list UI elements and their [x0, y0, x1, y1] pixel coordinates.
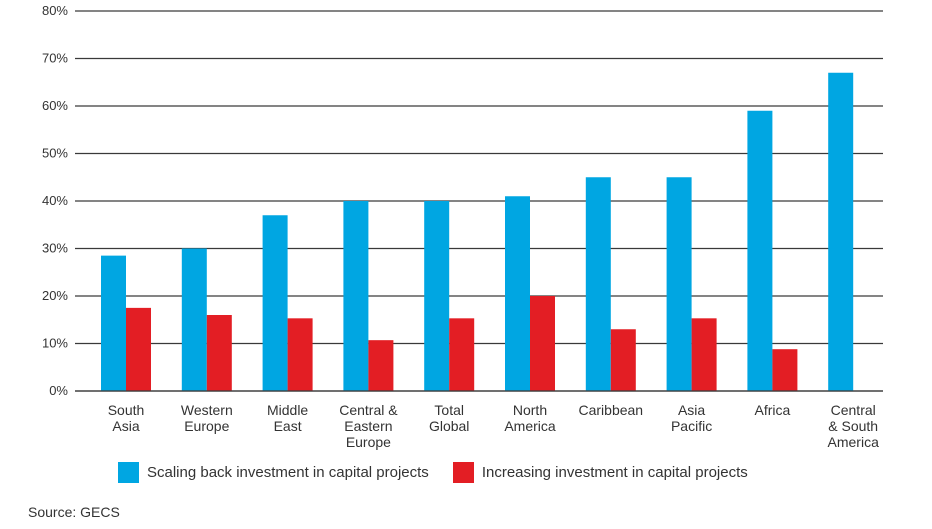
legend-label-increasing: Increasing investment in capital project… — [481, 464, 748, 481]
x-category-label: Central & Eastern Europe — [339, 402, 398, 450]
bar-increasing — [772, 349, 798, 391]
y-tick-label: 50% — [42, 146, 68, 161]
bar-chart: 0% 10% 20% 30% 40% 50% 60% 70% 80% South Asia Weste… — [42, 3, 883, 450]
bar-increasing — [287, 318, 313, 391]
x-category-label: Total Global — [429, 402, 469, 434]
x-category-label: Asia Pacific — [671, 402, 712, 434]
x-category-label: Western Europe — [181, 402, 233, 434]
bar-increasing — [610, 329, 636, 391]
x-category-label: South Asia — [108, 402, 145, 434]
x-category-label: Africa — [755, 402, 791, 418]
bar-increasing — [368, 340, 394, 391]
y-tick-label: 60% — [42, 98, 68, 113]
y-tick-label: 70% — [42, 51, 68, 66]
y-tick-label: 80% — [42, 3, 68, 18]
bar-scaling-back — [343, 201, 369, 391]
y-tick-label: 10% — [42, 336, 68, 351]
y-tick-label: 30% — [42, 241, 68, 256]
bar-scaling-back — [262, 215, 288, 391]
bar-increasing — [449, 318, 475, 391]
legend-swatch-scaling-back — [118, 462, 139, 483]
x-category-label: North America — [504, 402, 556, 434]
bar-increasing — [530, 296, 555, 391]
x-category-label: Middle East — [267, 402, 308, 434]
y-tick-label: 40% — [42, 193, 68, 208]
bar-scaling-back — [828, 72, 854, 391]
bar-scaling-back — [585, 177, 611, 391]
x-category-label: Central & South America — [828, 402, 880, 450]
bar-scaling-back — [747, 110, 773, 391]
bar-increasing — [691, 318, 717, 391]
legend-item-scaling-back: Scaling back investment in capital proje… — [118, 462, 429, 483]
y-tick-label: 20% — [42, 288, 68, 303]
x-category-label: Caribbean — [578, 402, 643, 418]
bar-scaling-back — [666, 177, 692, 391]
bar-increasing — [206, 315, 232, 391]
source-note: Source: GECS — [28, 504, 120, 520]
bar-scaling-back — [505, 196, 530, 391]
bar-increasing — [126, 307, 151, 391]
bar-scaling-back — [181, 248, 207, 391]
bar-scaling-back — [424, 201, 450, 391]
bar-scaling-back — [101, 255, 126, 391]
legend: Scaling back investment in capital proje… — [118, 462, 772, 483]
legend-item-increasing: Increasing investment in capital project… — [452, 462, 748, 483]
legend-swatch-increasing — [452, 462, 474, 483]
y-tick-label: 0% — [49, 383, 68, 398]
legend-label-scaling-back: Scaling back investment in capital proje… — [147, 464, 429, 481]
